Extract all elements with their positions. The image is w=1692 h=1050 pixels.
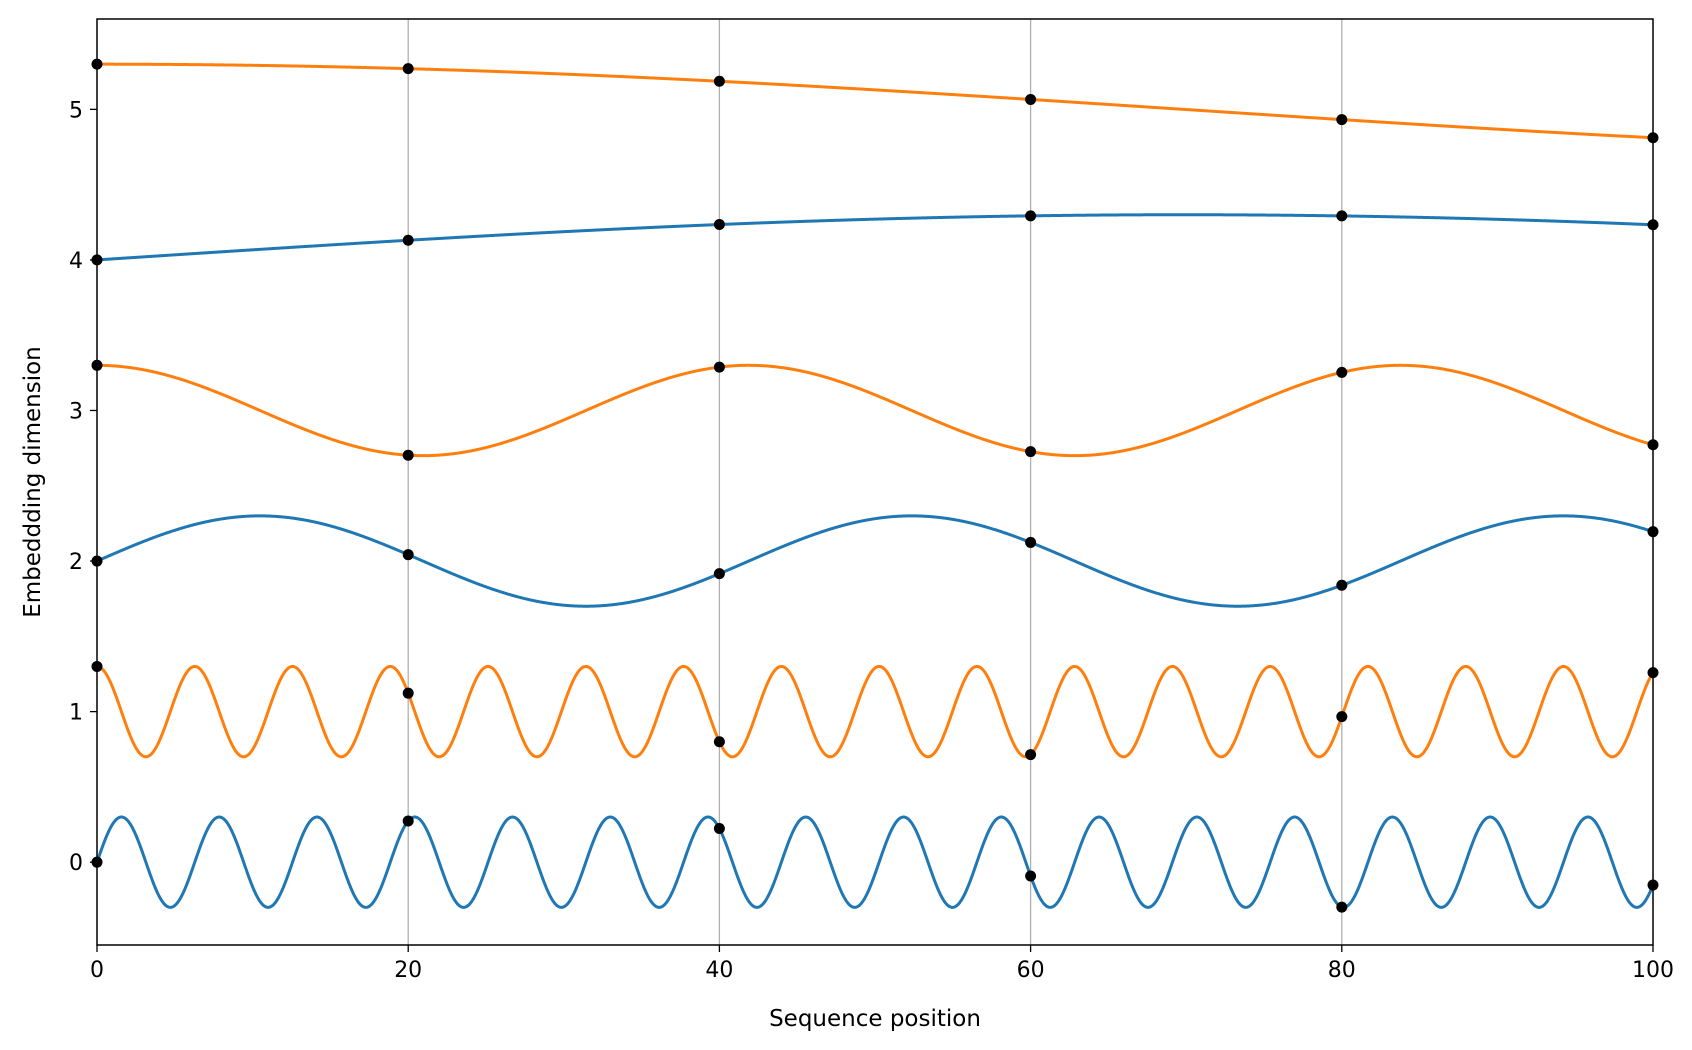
plot-frame	[96, 18, 1654, 946]
series-lines	[95, 62, 1655, 909]
x-gridlines	[407, 19, 1343, 945]
series-line-0	[95, 815, 1655, 909]
marker-s4-p3	[1025, 210, 1037, 222]
marker-s2-p4	[1336, 579, 1348, 591]
marker-s1-p4	[1336, 711, 1348, 723]
x-axis-title: Sequence position	[769, 1006, 981, 1032]
x-tick-label-2: 40	[705, 958, 733, 983]
marker-s3-p4	[1336, 366, 1348, 378]
y-tick-label-5: 5	[69, 98, 83, 123]
y-tick-label-4: 4	[69, 249, 83, 274]
marker-s4-p1	[402, 234, 414, 246]
y-tick-label-3: 3	[69, 399, 83, 424]
x-axis-ticks: 0 20 40 60 80 100	[90, 945, 1674, 983]
marker-s2-p2	[713, 568, 725, 580]
marker-s1-p1	[402, 687, 414, 699]
y-axis-title: Embeddding dimension	[20, 346, 46, 618]
marker-s0-p1	[402, 815, 414, 827]
marker-s5-p1	[402, 63, 414, 75]
sample-markers	[91, 58, 1659, 913]
x-tick-label-1: 20	[394, 958, 422, 983]
series-line-5	[96, 62, 1654, 140]
marker-s0-p4	[1336, 901, 1348, 913]
y-tick-label-2: 2	[69, 550, 83, 575]
marker-s2-p3	[1025, 536, 1037, 548]
x-tick-label-5: 100	[1632, 958, 1674, 983]
marker-s4-p2	[713, 219, 725, 231]
y-tick-label-1: 1	[69, 701, 83, 726]
marker-s3-p1	[402, 449, 414, 461]
series-line-4	[96, 213, 1654, 262]
x-tick-label-3: 60	[1017, 958, 1045, 983]
marker-s1-p2	[713, 736, 725, 748]
marker-s3-p3	[1025, 446, 1037, 458]
marker-s1-p3	[1025, 749, 1037, 761]
marker-s5-p2	[713, 75, 725, 87]
x-tick-label-4: 80	[1328, 958, 1356, 983]
series-line-2	[96, 514, 1654, 608]
marker-s2-p1	[402, 549, 414, 561]
marker-s3-p2	[713, 361, 725, 373]
marker-s4-p4	[1336, 210, 1348, 222]
marker-s5-p4	[1336, 114, 1348, 126]
marker-s0-p3	[1025, 870, 1037, 882]
series-line-3	[96, 363, 1654, 458]
y-axis-ticks: 0 1 2 3 4 5	[69, 98, 97, 876]
x-tick-label-0: 0	[90, 958, 104, 983]
series-line-1	[96, 664, 1655, 759]
y-tick-label-0: 0	[69, 851, 83, 876]
marker-s5-p3	[1025, 93, 1037, 105]
marker-s0-p2	[713, 823, 725, 835]
